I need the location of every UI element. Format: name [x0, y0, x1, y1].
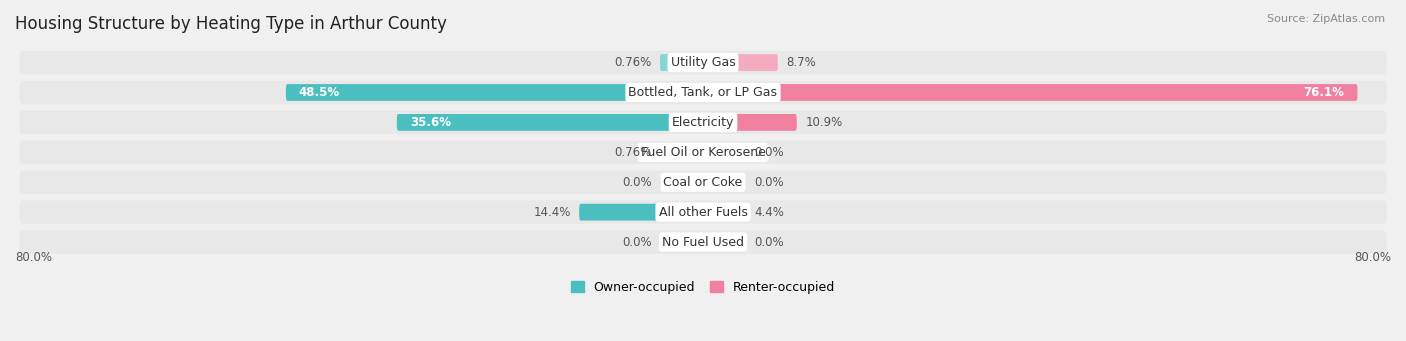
Text: 8.7%: 8.7%: [786, 56, 815, 69]
FancyBboxPatch shape: [703, 144, 747, 161]
FancyBboxPatch shape: [20, 170, 1386, 194]
FancyBboxPatch shape: [703, 204, 747, 221]
FancyBboxPatch shape: [20, 140, 1386, 164]
Text: 14.4%: 14.4%: [533, 206, 571, 219]
Text: 76.1%: 76.1%: [1303, 86, 1344, 99]
FancyBboxPatch shape: [703, 114, 797, 131]
FancyBboxPatch shape: [396, 114, 703, 131]
Text: 0.0%: 0.0%: [621, 236, 651, 249]
FancyBboxPatch shape: [703, 54, 778, 71]
Text: 80.0%: 80.0%: [1354, 251, 1391, 264]
Text: 35.6%: 35.6%: [409, 116, 451, 129]
FancyBboxPatch shape: [659, 174, 703, 191]
Text: 0.76%: 0.76%: [614, 146, 651, 159]
Text: Electricity: Electricity: [672, 116, 734, 129]
FancyBboxPatch shape: [659, 144, 703, 161]
FancyBboxPatch shape: [703, 234, 747, 251]
FancyBboxPatch shape: [659, 234, 703, 251]
FancyBboxPatch shape: [659, 54, 703, 71]
Text: 10.9%: 10.9%: [806, 116, 842, 129]
Text: 48.5%: 48.5%: [299, 86, 340, 99]
Text: Coal or Coke: Coal or Coke: [664, 176, 742, 189]
FancyBboxPatch shape: [20, 201, 1386, 224]
Text: 0.0%: 0.0%: [621, 176, 651, 189]
Text: 0.0%: 0.0%: [755, 146, 785, 159]
Legend: Owner-occupied, Renter-occupied: Owner-occupied, Renter-occupied: [567, 276, 839, 299]
FancyBboxPatch shape: [285, 84, 703, 101]
FancyBboxPatch shape: [703, 174, 747, 191]
Text: All other Fuels: All other Fuels: [658, 206, 748, 219]
Text: 0.0%: 0.0%: [755, 176, 785, 189]
Text: Housing Structure by Heating Type in Arthur County: Housing Structure by Heating Type in Art…: [15, 15, 447, 33]
FancyBboxPatch shape: [20, 81, 1386, 104]
FancyBboxPatch shape: [20, 51, 1386, 74]
FancyBboxPatch shape: [20, 111, 1386, 134]
FancyBboxPatch shape: [20, 231, 1386, 254]
Text: Utility Gas: Utility Gas: [671, 56, 735, 69]
Text: Source: ZipAtlas.com: Source: ZipAtlas.com: [1267, 14, 1385, 24]
Text: 4.4%: 4.4%: [755, 206, 785, 219]
Text: 0.0%: 0.0%: [755, 236, 785, 249]
FancyBboxPatch shape: [579, 204, 703, 221]
Text: Fuel Oil or Kerosene: Fuel Oil or Kerosene: [641, 146, 765, 159]
Text: No Fuel Used: No Fuel Used: [662, 236, 744, 249]
Text: Bottled, Tank, or LP Gas: Bottled, Tank, or LP Gas: [628, 86, 778, 99]
Text: 0.76%: 0.76%: [614, 56, 651, 69]
FancyBboxPatch shape: [703, 84, 1357, 101]
Text: 80.0%: 80.0%: [15, 251, 52, 264]
